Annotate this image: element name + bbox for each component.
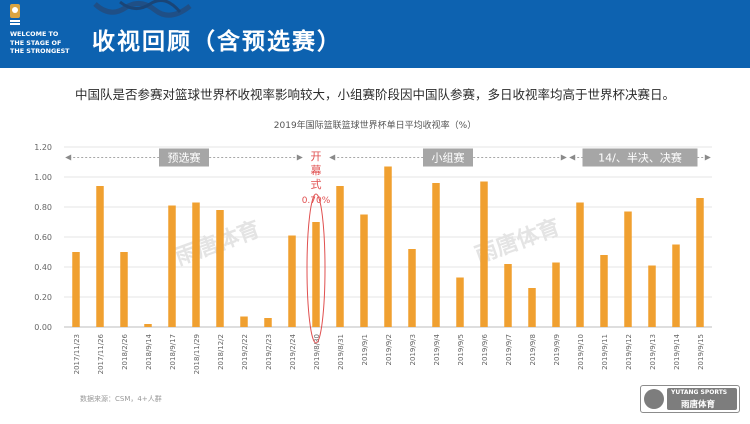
x-tick-label: 2019/9/5 bbox=[457, 334, 465, 365]
stage-arrow-right-icon bbox=[296, 154, 303, 161]
x-tick-label: 2019/9/14 bbox=[673, 333, 681, 369]
annotation-label: 幕 bbox=[311, 163, 322, 177]
x-tick-label: 2019/9/12 bbox=[625, 334, 633, 370]
x-tick-label: 2018/9/14 bbox=[145, 333, 153, 369]
bar bbox=[96, 186, 104, 327]
y-tick-label: 0.60 bbox=[34, 233, 52, 242]
page-subtitle: 中国队是否参赛对篮球世界杯收视率影响较大，小组赛阶段因中国队参赛，多日收视率均高… bbox=[74, 87, 675, 102]
stage-arrow-left-icon bbox=[329, 154, 336, 161]
annotation-value: 0.70% bbox=[302, 196, 331, 206]
x-tick-label: 2019/2/23 bbox=[265, 334, 273, 370]
x-tick-label: 2017/11/23 bbox=[73, 334, 81, 374]
bar bbox=[504, 264, 512, 327]
stage-arrow-left-icon bbox=[569, 154, 576, 161]
yutang-logo-plate: YUTANG SPORTS 雨唐体育 bbox=[667, 388, 737, 410]
x-tick-label: 2018/9/17 bbox=[169, 334, 177, 370]
y-tick-label: 0.00 bbox=[34, 323, 52, 332]
brand-slogan: WELCOME TO THE STAGE OF THE STRONGEST bbox=[10, 30, 70, 56]
x-tick-label: 2018/2/26 bbox=[121, 333, 129, 369]
x-tick-label: 2019/8/30 bbox=[313, 334, 321, 370]
x-tick-label: 2018/12/2 bbox=[217, 334, 225, 370]
x-tick-label: 2019/9/4 bbox=[433, 333, 441, 365]
x-tick-label: 2019/2/22 bbox=[241, 334, 249, 370]
x-tick-label: 2019/8/31 bbox=[337, 334, 345, 370]
dragon-decoration-icon bbox=[93, 0, 192, 18]
bar bbox=[456, 277, 464, 327]
bar bbox=[576, 202, 584, 327]
x-tick-label: 2017/11/26 bbox=[97, 333, 105, 374]
x-tick-label: 2019/9/10 bbox=[577, 334, 585, 370]
bar bbox=[216, 210, 224, 327]
bar bbox=[696, 198, 704, 327]
bar bbox=[408, 249, 416, 327]
bar bbox=[600, 255, 608, 327]
bar bbox=[648, 265, 656, 327]
y-tick-label: 0.80 bbox=[34, 203, 52, 212]
y-tick-label: 0.20 bbox=[34, 293, 52, 302]
annotation-label: 开 bbox=[311, 150, 322, 163]
page-title: 收视回顾（含预选赛） bbox=[92, 29, 342, 55]
bar bbox=[432, 183, 440, 327]
bar bbox=[168, 205, 176, 327]
x-tick-label: 2019/9/2 bbox=[385, 334, 393, 365]
x-tick-label: 2019/9/13 bbox=[649, 334, 657, 370]
x-tick-label: 2018/11/29 bbox=[193, 334, 201, 374]
bar bbox=[336, 186, 344, 327]
x-tick-label: 2019/2/24 bbox=[289, 333, 297, 369]
bar bbox=[144, 324, 152, 327]
brand-block: WELCOME TO THE STAGE OF THE STRONGEST bbox=[8, 4, 76, 66]
yutang-emblem-icon bbox=[644, 389, 664, 409]
bar bbox=[120, 252, 128, 327]
stage-label: 14/、半决、决赛 bbox=[598, 151, 682, 165]
annotation-label: 式 bbox=[311, 178, 322, 191]
x-tick-label: 2019/9/8 bbox=[529, 334, 537, 365]
x-tick-label: 2019/9/6 bbox=[481, 333, 489, 365]
bar bbox=[240, 316, 248, 327]
bar bbox=[72, 252, 80, 327]
footer-brand-en: YUTANG SPORTS bbox=[671, 389, 728, 396]
bar bbox=[624, 211, 632, 327]
stage-label-box bbox=[582, 148, 698, 167]
x-tick-label: 2019/9/15 bbox=[697, 334, 705, 370]
y-tick-label: 1.20 bbox=[34, 143, 52, 152]
x-tick-label: 2019/9/3 bbox=[409, 334, 417, 365]
bar bbox=[264, 318, 272, 327]
stage-label: 预选赛 bbox=[168, 151, 201, 165]
y-tick-label: 1.00 bbox=[34, 173, 52, 182]
bar bbox=[312, 222, 320, 327]
x-tick-label: 2019/9/9 bbox=[553, 334, 561, 365]
world-cup-logo-icon bbox=[10, 4, 20, 25]
x-tick-label: 2019/9/7 bbox=[505, 334, 513, 365]
bar bbox=[528, 288, 536, 327]
bar bbox=[552, 262, 560, 327]
stage-arrow-left-icon bbox=[65, 154, 72, 161]
stage-label-box bbox=[159, 148, 209, 167]
bar bbox=[672, 244, 680, 327]
bar bbox=[288, 235, 296, 327]
bar bbox=[360, 214, 368, 327]
x-tick-label: 2019/9/1 bbox=[361, 334, 369, 365]
bar bbox=[192, 202, 200, 327]
yutang-sports-logo: YUTANG SPORTS 雨唐体育 bbox=[640, 385, 740, 413]
y-tick-label: 0.40 bbox=[34, 263, 52, 272]
data-source: 数据来源：CSM，4+人群 bbox=[80, 395, 162, 403]
stage-arrow-right-icon bbox=[560, 154, 567, 161]
chart-title: 2019年国际篮联篮球世界杯单日平均收视率（%） bbox=[273, 121, 477, 131]
stage-arrow-right-icon bbox=[704, 154, 711, 161]
stage-label: 小组赛 bbox=[432, 151, 465, 165]
header-banner: WELCOME TO THE STAGE OF THE STRONGEST 收视… bbox=[0, 0, 750, 68]
footer-brand-cn: 雨唐体育 bbox=[681, 400, 716, 410]
stage-label-box bbox=[423, 148, 473, 167]
bar bbox=[480, 181, 488, 327]
x-tick-label: 2019/9/11 bbox=[601, 334, 609, 370]
bar bbox=[384, 166, 392, 327]
annotation-ellipse bbox=[306, 193, 326, 344]
